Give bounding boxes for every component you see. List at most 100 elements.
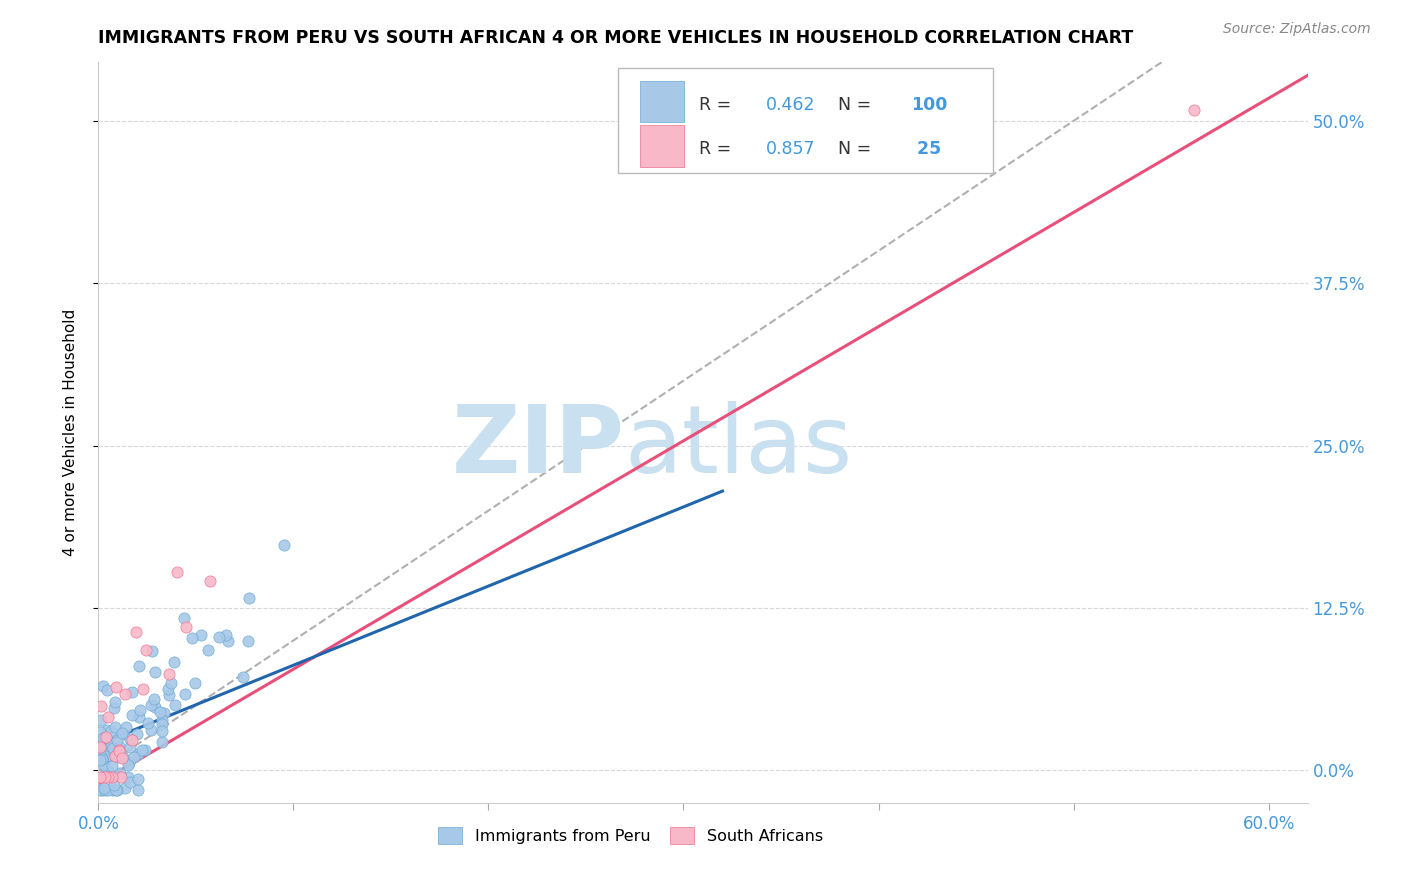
Point xyxy=(103,782,125,797)
Point xyxy=(97,709,120,723)
Point xyxy=(97,738,120,752)
Point xyxy=(94,770,117,784)
Point xyxy=(238,634,260,648)
Point xyxy=(96,751,118,765)
Point xyxy=(118,756,141,770)
Point xyxy=(108,766,131,780)
Point xyxy=(90,713,112,727)
Point xyxy=(111,750,134,764)
FancyBboxPatch shape xyxy=(619,69,993,173)
Point xyxy=(103,747,125,762)
Point xyxy=(232,670,254,684)
Point xyxy=(136,716,159,731)
Point xyxy=(94,744,117,758)
Point xyxy=(93,758,115,772)
Text: 100: 100 xyxy=(911,95,948,113)
Point xyxy=(118,775,141,789)
Point xyxy=(157,667,180,681)
Point xyxy=(139,698,162,713)
Point xyxy=(238,591,260,605)
Point xyxy=(153,706,176,720)
Point xyxy=(104,720,127,734)
Point xyxy=(150,724,173,739)
Point xyxy=(100,723,122,738)
Point xyxy=(94,763,117,777)
Point xyxy=(104,782,127,797)
Point xyxy=(120,739,142,754)
Point xyxy=(166,565,188,579)
Point xyxy=(89,747,111,762)
Point xyxy=(94,782,117,797)
FancyBboxPatch shape xyxy=(640,126,683,167)
Point xyxy=(89,724,111,739)
Point xyxy=(103,745,125,759)
Point xyxy=(122,749,145,764)
Point xyxy=(103,700,125,714)
Point xyxy=(163,656,186,670)
Point xyxy=(104,748,127,763)
Point xyxy=(96,723,118,737)
Point xyxy=(93,780,115,795)
Point xyxy=(105,680,128,694)
Point xyxy=(135,642,157,657)
Point xyxy=(173,611,195,625)
Text: Source: ZipAtlas.com: Source: ZipAtlas.com xyxy=(1223,22,1371,37)
Point xyxy=(97,782,120,797)
Point xyxy=(150,735,173,749)
Point xyxy=(141,644,163,658)
Point xyxy=(117,770,139,784)
Point xyxy=(107,739,129,753)
Point xyxy=(127,772,149,786)
Point xyxy=(273,538,295,552)
Point xyxy=(107,743,129,757)
Point xyxy=(94,747,117,762)
Point xyxy=(90,699,112,714)
Point xyxy=(143,665,166,680)
Point xyxy=(215,628,238,642)
Text: ZIP: ZIP xyxy=(451,401,624,493)
Point xyxy=(121,733,143,747)
Point xyxy=(143,699,166,714)
Point xyxy=(105,782,128,797)
Point xyxy=(89,745,111,759)
Point xyxy=(131,681,153,696)
Point xyxy=(217,634,239,648)
Point xyxy=(107,733,129,747)
Point xyxy=(103,778,125,792)
Point xyxy=(149,705,172,719)
Point xyxy=(97,764,120,779)
Point xyxy=(90,770,112,784)
Point xyxy=(181,631,204,645)
Point xyxy=(160,675,183,690)
Point xyxy=(101,770,124,784)
Point xyxy=(97,736,120,750)
Y-axis label: 4 or more Vehicles in Household: 4 or more Vehicles in Household xyxy=(63,309,77,557)
Text: N =: N = xyxy=(838,140,872,158)
Point xyxy=(90,751,112,765)
FancyBboxPatch shape xyxy=(640,81,683,122)
Point xyxy=(107,750,129,764)
Point xyxy=(143,691,166,706)
Point xyxy=(121,707,143,722)
Point xyxy=(184,675,207,690)
Point xyxy=(128,658,150,673)
Point xyxy=(152,713,174,727)
Point xyxy=(173,687,195,701)
Point xyxy=(101,759,124,773)
Point xyxy=(131,743,153,757)
Text: R =: R = xyxy=(699,95,731,113)
Point xyxy=(89,740,111,755)
Point xyxy=(127,747,149,761)
Point xyxy=(96,682,118,697)
Point xyxy=(127,782,149,797)
Point xyxy=(115,720,138,734)
Point xyxy=(112,727,135,741)
Point xyxy=(165,698,187,712)
Point xyxy=(89,770,111,784)
Point xyxy=(96,749,118,764)
Point xyxy=(107,744,129,758)
Point xyxy=(89,753,111,767)
Text: 0.857: 0.857 xyxy=(766,140,815,158)
Point xyxy=(120,731,142,746)
Point xyxy=(90,752,112,766)
